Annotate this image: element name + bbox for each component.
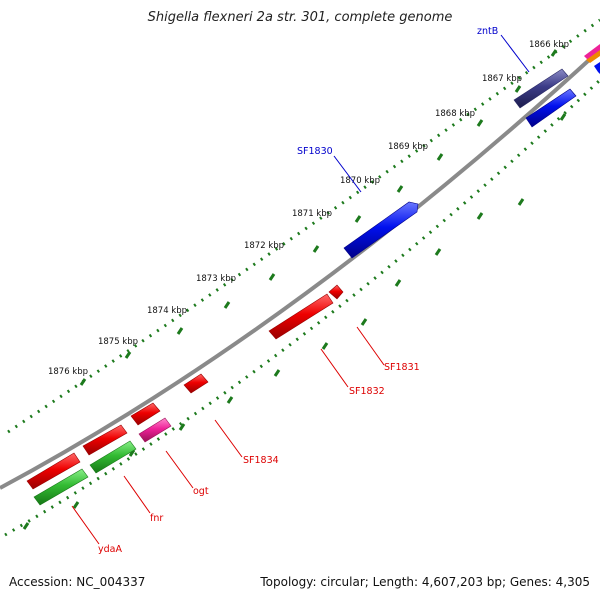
- major-tick: [223, 301, 231, 309]
- major-tick: [128, 449, 136, 457]
- scale-label: 1872 kbp: [244, 241, 284, 251]
- gene-feature[interactable]: [26, 452, 81, 490]
- major-tick: [176, 327, 184, 335]
- major-tick: [354, 215, 362, 223]
- scale-label: 1876 kbp: [48, 367, 88, 377]
- gene-sf1834[interactable]: [183, 373, 209, 394]
- gene-label[interactable]: fnr: [150, 513, 163, 524]
- major-tick: [476, 119, 484, 127]
- major-tick: [514, 85, 522, 93]
- genome-backbone: [0, 48, 600, 490]
- label-leader: [333, 155, 362, 193]
- major-tick: [273, 369, 281, 377]
- major-tick: [178, 423, 186, 431]
- major-tick: [268, 273, 276, 281]
- gene-label[interactable]: SF1830: [297, 146, 333, 157]
- inner-major-ticks: [22, 113, 567, 530]
- gene-feature[interactable]: [586, 50, 600, 63]
- gene-label[interactable]: SF1831: [384, 362, 420, 373]
- topology-text: Topology: circular; Length: 4,607,203 bp…: [260, 575, 590, 589]
- major-tick: [22, 522, 30, 530]
- major-tick: [226, 396, 234, 404]
- major-tick: [312, 245, 320, 253]
- label-leader: [123, 475, 151, 514]
- scale-label: 1868 kbp: [435, 109, 475, 119]
- gene-label[interactable]: SF1834: [243, 455, 279, 466]
- gene-label[interactable]: SF1832: [349, 386, 385, 397]
- scale-label: 1869 kbp: [388, 142, 428, 152]
- gene-label[interactable]: ogt: [193, 486, 209, 497]
- gene-label[interactable]: zntB: [477, 26, 498, 37]
- major-tick: [79, 378, 87, 386]
- major-tick: [517, 198, 525, 206]
- gene-znt-b[interactable]: [513, 68, 569, 109]
- scale-label: 1873 kbp: [196, 274, 236, 284]
- scale-label: 1871 kbp: [292, 209, 332, 219]
- label-leader: [165, 450, 194, 489]
- outer-major-ticks: [79, 49, 558, 386]
- major-tick: [436, 153, 444, 161]
- gene-sf1830[interactable]: [343, 201, 419, 259]
- major-tick: [559, 113, 567, 121]
- major-tick: [550, 49, 558, 57]
- major-tick: [360, 318, 368, 326]
- scale-label: 1870 kbp: [340, 176, 380, 186]
- gene-feature[interactable]: [82, 424, 128, 456]
- gene-ydaa[interactable]: [33, 468, 89, 506]
- major-tick: [72, 501, 80, 509]
- major-tick: [396, 185, 404, 193]
- label-leader: [214, 419, 243, 458]
- gene-feature[interactable]: [584, 44, 600, 60]
- gene-ogt[interactable]: [138, 417, 172, 443]
- accession-text: Accession: NC_004337: [9, 575, 146, 589]
- gene-sf1831[interactable]: [328, 284, 344, 300]
- gene-fnr[interactable]: [89, 440, 137, 474]
- gene-feature[interactable]: [525, 88, 577, 128]
- map-title: Shigella flexneri 2a str. 301, complete …: [147, 10, 453, 25]
- gene-feature[interactable]: [130, 402, 161, 426]
- gene-sf1832[interactable]: [268, 293, 334, 340]
- label-leader: [356, 326, 385, 366]
- scale-label: 1874 kbp: [147, 306, 187, 316]
- major-tick: [434, 248, 442, 256]
- label-leader: [320, 348, 349, 388]
- major-tick: [321, 342, 329, 350]
- label-leader: [500, 34, 530, 73]
- major-tick: [476, 212, 484, 220]
- major-tick: [124, 351, 132, 359]
- scale-label: 1866 kbp: [529, 40, 569, 50]
- scale-label: 1867 kbp: [482, 74, 522, 84]
- gene-feature[interactable]: [594, 62, 600, 74]
- scale-label: 1875 kbp: [98, 337, 138, 347]
- label-leader: [71, 505, 100, 545]
- major-tick: [394, 279, 402, 287]
- gene-features: [26, 44, 600, 506]
- gene-label[interactable]: ydaA: [98, 544, 122, 555]
